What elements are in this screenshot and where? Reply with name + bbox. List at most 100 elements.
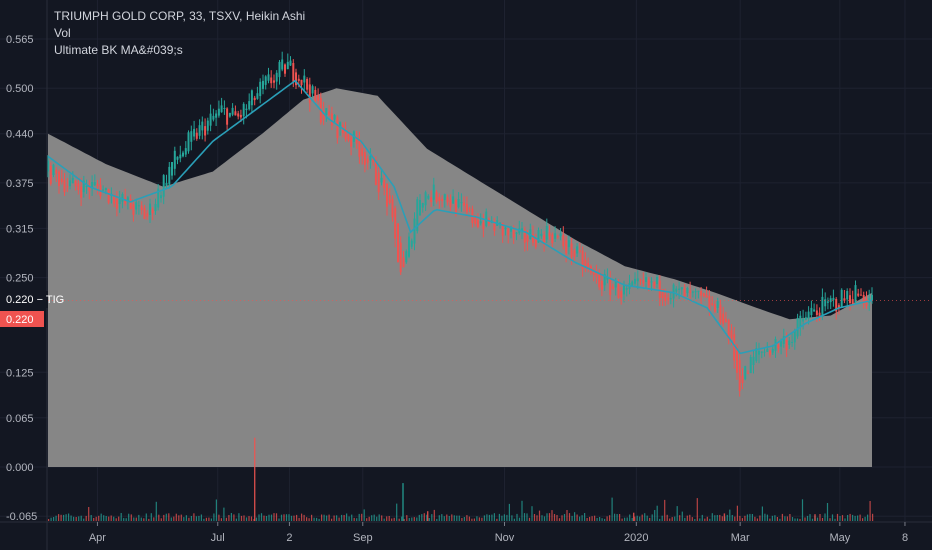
volume-bar [749,513,751,521]
chart-legend: TRIUMPH GOLD CORP, 33, TSXV, Heikin Ashi… [54,8,305,59]
candle-body [769,350,771,355]
volume-bar [190,516,192,521]
candle-body [504,227,507,230]
volume-bar [734,516,736,521]
volume-bar [95,516,97,521]
volume-bar [428,518,430,521]
volume-bar [411,517,413,521]
volume-bar [293,515,295,521]
candle-body [372,158,375,163]
candle-body [543,235,546,245]
volume-bar [343,515,345,521]
volume-bar [188,517,190,521]
candle-body [722,313,725,324]
volume-bar [766,514,768,521]
volume-bar [160,518,162,521]
candle-body [479,221,482,224]
volume-bar [531,506,533,521]
candle-body [499,222,501,224]
volume-bar [288,514,290,521]
candle-body [286,61,289,70]
candle-body [700,291,703,296]
volume-bar [233,514,235,521]
volume-bar [576,514,578,521]
candle-body [507,228,510,236]
candle-body [573,250,576,257]
candle-body [317,95,320,101]
volume-bar [548,513,551,521]
candle-body [708,296,711,311]
candle-body [143,207,146,219]
volume-bar [403,518,405,521]
volume-bar [130,514,132,521]
candle-body [267,74,270,81]
volume-bar [701,514,703,521]
volume-bar [463,517,465,521]
candle-body [653,281,656,287]
volume-bar [616,514,618,521]
volume-bar [761,506,763,521]
volume-bar [829,518,831,521]
candle-body [361,148,364,156]
legend-title[interactable]: TRIUMPH GOLD CORP, 33, TSXV, Heikin Ashi [54,9,306,23]
legend-volume[interactable]: Vol [54,26,71,40]
volume-bar [383,518,385,521]
volume-bar [591,516,593,521]
candle-body [606,276,609,280]
candle-body [724,318,727,323]
candle-body [826,301,829,303]
volume-bar [721,516,723,521]
candle-body [482,222,485,230]
candle-body [118,199,121,204]
candle-body [454,199,457,215]
volume-bar [516,513,518,521]
candle-body [137,205,140,207]
candle-body [182,152,184,157]
volume-bar [418,514,420,521]
y-axis: 0.565 0.500 0.440 0.375 0.315 0.250 0.125 0.065… [6,34,37,523]
candle-body [256,93,259,99]
candle-body [391,199,394,218]
candle-body [755,348,758,361]
volume-bar [245,517,248,521]
volume-bar [746,514,748,521]
volume-bar [501,515,503,521]
legend-ma[interactable]: Ultimate BK MA&#039;s [54,43,183,57]
candle-body [512,230,515,238]
volume-bar [666,514,668,521]
volume-bar [844,518,846,521]
volume-bar [751,514,753,521]
volume-bar [478,517,480,521]
volume-bar [586,518,588,521]
volume-bar [563,514,566,521]
candle-body [747,372,749,374]
volume-bar [521,500,523,521]
candle-body [363,152,366,165]
volume-bar [326,515,328,521]
volume-bar [561,515,563,521]
volume-bar [338,517,340,521]
candle-body [399,242,402,273]
volume-bar [65,514,67,521]
volume-bar [83,518,85,521]
candle-body [234,111,237,116]
candle-body [736,347,738,373]
volume-bar [163,514,165,521]
candle-body [832,297,835,301]
volume-bar [436,518,438,521]
moving-average-area [48,88,872,467]
volume-bar [373,514,375,521]
candle-body [782,336,785,344]
candle-body [678,288,681,290]
volume-bar [298,517,300,521]
candle-body [339,122,342,128]
volume-bar [471,518,473,521]
volume-bar [496,518,498,521]
volume-bar [859,514,861,521]
candle-body [250,90,253,106]
candle-body [675,288,678,292]
volume-bar [376,516,378,521]
volume-bar [491,514,493,521]
volume-bar [614,513,616,521]
